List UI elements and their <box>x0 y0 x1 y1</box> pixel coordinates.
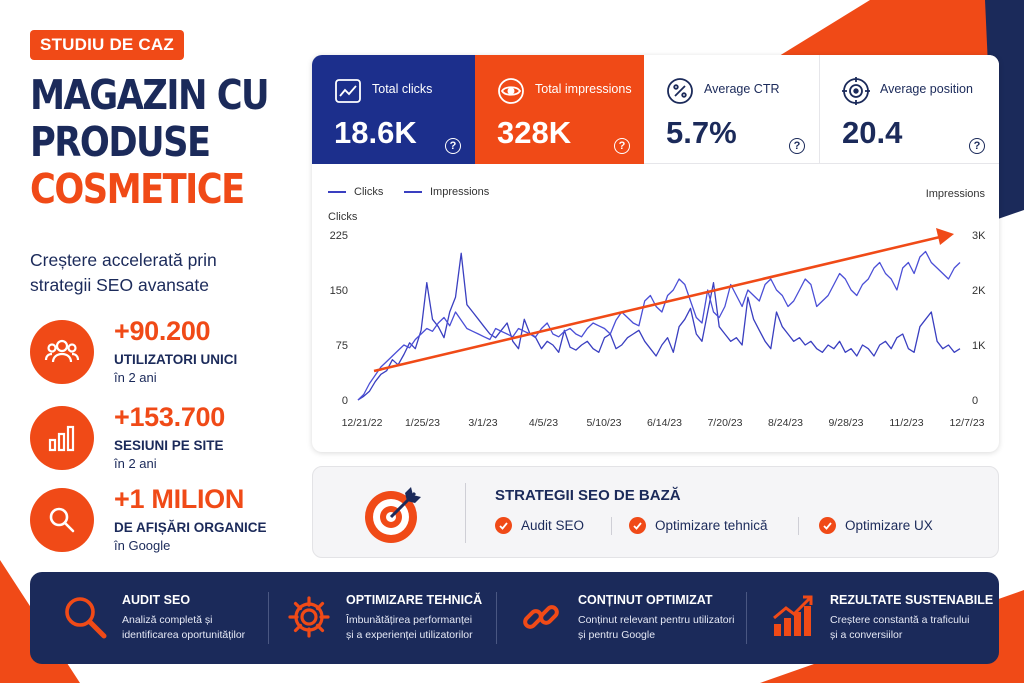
check-icon <box>819 517 836 534</box>
x-tick: 8/24/23 <box>768 417 803 429</box>
axis-label-left: Clicks <box>328 211 358 223</box>
help-icon[interactable]: ? <box>789 138 805 154</box>
x-tick: 7/20/23 <box>707 417 742 429</box>
y-tick-left: 0 <box>342 395 348 407</box>
search-icon <box>30 488 94 552</box>
trend-arrow <box>373 235 941 373</box>
y-tick-right: 0 <box>972 395 978 407</box>
kpi-label: Total impressions <box>535 82 632 96</box>
stat-impressions: +1 MILION DE AFIȘĂRI ORGANICE în Google <box>30 484 290 564</box>
stat-sub: în Google <box>114 538 171 553</box>
strategy-item: Optimizare tehnică <box>629 517 768 534</box>
line-chart: 225 150 75 0 3K 2K 1K 0 12/21/22 1/25/23 3/1/23 4/5… <box>330 228 986 429</box>
kpi-label: Average CTR <box>704 82 780 96</box>
axis-label-right: Impressions <box>925 188 985 200</box>
feature-title: CONȚINUT OPTIMIZAT <box>578 593 713 607</box>
subtitle-line-2: strategii SEO avansate <box>30 275 209 295</box>
stat-value: +90.200 <box>114 316 211 346</box>
feature-desc: Îmbunătățirea performanței și a experienț… <box>346 614 473 641</box>
case-study-badge: STUDIU DE CAZ <box>30 30 184 60</box>
bar-chart-icon <box>30 406 94 470</box>
feature-title: OPTIMIZARE TEHNICĂ <box>346 593 483 607</box>
strategy-item: Optimizare UX <box>819 517 933 534</box>
stat-value: +153.700 <box>114 402 225 432</box>
users-icon <box>30 320 94 384</box>
kpi-value: 20.4 <box>842 115 903 150</box>
check-icon <box>629 517 646 534</box>
series-impressions <box>357 250 961 401</box>
gear-icon <box>288 596 330 638</box>
kpi-value: 328K <box>497 115 572 150</box>
check-icon <box>495 517 512 534</box>
x-tick: 12/7/23 <box>949 417 984 429</box>
help-icon[interactable]: ? <box>614 138 630 154</box>
stat-sessions: +153.700 SESIUNI PE SITE în 2 ani <box>30 402 290 482</box>
x-tick: 4/5/23 <box>529 417 558 429</box>
x-tick: 5/10/23 <box>586 417 621 429</box>
kpi-value: 5.7% <box>666 115 737 150</box>
eye-icon <box>498 78 524 104</box>
stat-label: SESIUNI PE SITE <box>114 438 224 453</box>
x-tick: 6/14/23 <box>647 417 682 429</box>
x-tick: 9/28/23 <box>828 417 863 429</box>
stat-label: DE AFIȘĂRI ORGANICE <box>114 520 267 535</box>
feature-title: REZULTATE SUSTENABILE <box>830 593 994 607</box>
help-icon[interactable]: ? <box>445 138 461 154</box>
x-tick: 1/25/23 <box>405 417 440 429</box>
y-tick-right: 1K <box>972 340 986 352</box>
feature-desc: Conținut relevant pentru utilizatori și p… <box>578 614 735 641</box>
x-tick: 3/1/23 <box>468 417 497 429</box>
strategy-title: STRATEGII SEO DE BAZĂ <box>495 487 681 504</box>
subtitle: Creștere accelerată prin strategii SEO a… <box>30 248 280 298</box>
y-tick-left: 150 <box>330 285 348 297</box>
y-tick-right: 2K <box>972 285 986 297</box>
series-clicks <box>357 252 961 401</box>
title-line-2: PRODUSE <box>30 118 211 166</box>
y-tick-right: 3K <box>972 230 986 242</box>
legend-impressions: Impressions <box>404 186 489 198</box>
features-bar: AUDIT SEO Analiză completă și identificar… <box>30 572 999 664</box>
stat-label: UTILIZATORI UNICI <box>114 352 238 367</box>
stat-value: +1 MILION <box>114 484 245 514</box>
trend-arrowhead <box>936 228 954 245</box>
feature-desc: Creștere constantă a traficului și a conv… <box>830 614 970 641</box>
dashboard-panel: Total clicks 18.6K ? Total impressions 3… <box>312 55 999 452</box>
kpi-label: Average position <box>880 82 973 96</box>
title-line-1: MAGAZIN CU <box>30 71 270 119</box>
kpi-total-impressions: Total impressions 328K ? <box>475 55 644 164</box>
percent-icon <box>667 78 693 104</box>
magnifier-icon <box>65 597 107 639</box>
kpi-total-clicks: Total clicks 18.6K ? <box>312 55 475 164</box>
y-tick-left: 225 <box>330 230 348 242</box>
kpi-label: Total clicks <box>372 82 433 96</box>
help-icon[interactable]: ? <box>969 138 985 154</box>
subtitle-line-1: Creștere accelerată prin <box>30 250 217 270</box>
kpi-average-position: Average position 20.4 ? <box>820 55 999 164</box>
stat-users: +90.200 UTILIZATORI UNICI în 2 ani <box>30 316 290 396</box>
strategy-box: STRATEGII SEO DE BAZĂ Audit SEO Optimiza… <box>312 466 999 558</box>
trend-icon <box>335 79 361 103</box>
growth-chart-icon <box>773 595 813 636</box>
target-arrow-icon <box>365 487 421 543</box>
title-line-3: COSMETICE <box>30 165 245 213</box>
x-tick: 12/21/22 <box>342 417 383 429</box>
x-tick: 11/2/23 <box>889 417 923 429</box>
kpi-value: 18.6K <box>334 115 417 150</box>
page-title: MAGAZIN CU PRODUSE COSMETICE <box>30 71 270 213</box>
feature-title: AUDIT SEO <box>122 593 191 607</box>
target-icon <box>842 77 870 105</box>
strategy-item: Audit SEO <box>495 517 584 534</box>
stat-sub: în 2 ani <box>114 370 157 385</box>
legend-clicks: Clicks <box>328 186 383 198</box>
kpi-average-ctr: Average CTR 5.7% ? <box>644 55 820 164</box>
y-tick-left: 75 <box>336 340 348 352</box>
feature-desc: Analiză completă și identificarea oportun… <box>122 614 246 641</box>
stat-sub: în 2 ani <box>114 456 157 471</box>
link-icon <box>523 605 559 629</box>
